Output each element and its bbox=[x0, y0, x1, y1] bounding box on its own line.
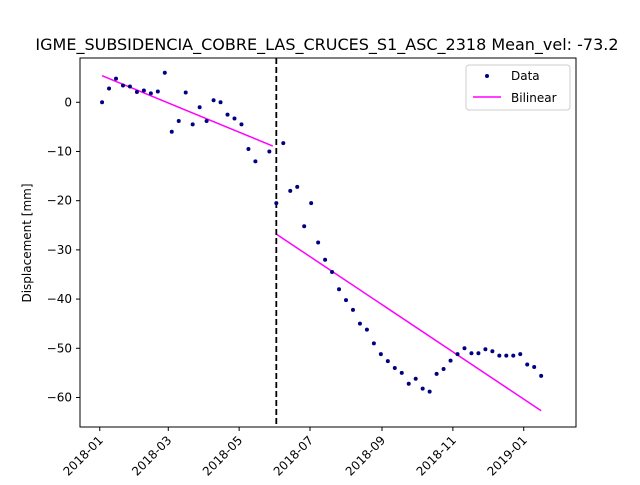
legend: Data Bilinear bbox=[465, 64, 571, 111]
data-point bbox=[364, 327, 369, 332]
x-tick-label: 2018-11 bbox=[414, 433, 459, 478]
data-point bbox=[316, 240, 321, 245]
data-point bbox=[127, 84, 132, 89]
data-point bbox=[274, 201, 279, 206]
data-point bbox=[232, 116, 237, 121]
data-point bbox=[183, 90, 188, 95]
data-point bbox=[197, 105, 202, 110]
data-point bbox=[155, 89, 160, 94]
bilinear-segment-2 bbox=[275, 233, 542, 412]
x-tick-label: 2018-01 bbox=[61, 433, 106, 478]
data-point bbox=[427, 389, 432, 394]
data-point bbox=[525, 362, 530, 367]
data-point bbox=[406, 381, 411, 386]
data-point bbox=[337, 287, 342, 292]
data-point bbox=[100, 100, 105, 105]
y-axis-label: Displacement [mm] bbox=[20, 183, 34, 302]
data-point bbox=[141, 88, 146, 93]
data-point bbox=[434, 371, 439, 376]
data-point bbox=[302, 224, 307, 229]
y-tick-label: −10 bbox=[47, 144, 72, 158]
data-point bbox=[344, 298, 349, 303]
data-point bbox=[190, 122, 195, 127]
y-tick-label: −20 bbox=[47, 194, 72, 208]
legend-data-marker bbox=[485, 74, 489, 78]
data-point bbox=[218, 100, 223, 105]
x-tick-label: 2018-03 bbox=[129, 433, 174, 478]
data-point bbox=[539, 373, 544, 378]
y-tick-label: −30 bbox=[47, 243, 72, 257]
data-point bbox=[114, 76, 119, 81]
data-point bbox=[350, 307, 355, 312]
data-point bbox=[169, 129, 174, 134]
y-tick-label: −50 bbox=[47, 341, 72, 355]
data-point bbox=[490, 349, 495, 354]
plot-area-frame bbox=[79, 57, 577, 428]
data-point bbox=[323, 257, 328, 262]
data-point bbox=[420, 386, 425, 391]
x-tick-label: 2018-05 bbox=[200, 433, 245, 478]
data-point bbox=[385, 359, 390, 364]
data-point bbox=[148, 91, 153, 96]
data-point bbox=[399, 370, 404, 375]
y-tick-label: −60 bbox=[47, 390, 72, 404]
data-point bbox=[504, 353, 509, 358]
data-point bbox=[462, 346, 467, 351]
data-point bbox=[267, 149, 272, 154]
data-point bbox=[469, 351, 474, 356]
data-point bbox=[476, 351, 481, 356]
y-tick-label: 0 bbox=[64, 95, 72, 109]
data-point bbox=[225, 112, 230, 117]
legend-box bbox=[465, 64, 571, 111]
data-point bbox=[239, 122, 244, 127]
data-point bbox=[455, 352, 460, 357]
data-point bbox=[497, 353, 502, 358]
legend-data-label: Data bbox=[511, 69, 540, 83]
plot-contents bbox=[100, 58, 544, 427]
data-point bbox=[246, 147, 251, 152]
data-point bbox=[483, 347, 488, 352]
data-point bbox=[518, 352, 523, 357]
data-point bbox=[281, 141, 286, 146]
data-point bbox=[511, 353, 516, 358]
data-point bbox=[176, 118, 181, 123]
data-point bbox=[309, 201, 314, 206]
data-point bbox=[107, 86, 112, 91]
data-point bbox=[378, 352, 383, 357]
data-point bbox=[134, 89, 139, 94]
data-point bbox=[253, 159, 258, 164]
bilinear-segment-1 bbox=[101, 75, 274, 147]
chart-title: IGME_SUBSIDENCIA_COBRE_LAS_CRUCES_S1_ASC… bbox=[35, 35, 618, 55]
y-tick-label: −40 bbox=[47, 292, 72, 306]
data-point bbox=[211, 98, 216, 103]
data-point bbox=[392, 365, 397, 370]
data-point bbox=[441, 366, 446, 371]
x-axis: 2018-01 2018-03 2018-05 2018-07 2018-09 2018-… bbox=[61, 427, 530, 479]
legend-bilinear-label: Bilinear bbox=[511, 91, 557, 105]
data-point bbox=[162, 70, 167, 75]
data-point bbox=[357, 321, 362, 326]
data-point bbox=[448, 358, 453, 363]
x-tick-label: 2018-09 bbox=[343, 433, 388, 478]
data-point bbox=[330, 270, 335, 275]
data-point bbox=[371, 341, 376, 346]
x-tick-label: 2019-01 bbox=[484, 433, 529, 478]
data-point bbox=[413, 376, 418, 381]
y-axis: 0 −10 −20 −30 −40 −50 −60 bbox=[47, 95, 80, 404]
data-point bbox=[295, 184, 300, 189]
data-point bbox=[288, 188, 293, 193]
data-point bbox=[204, 118, 209, 123]
data-point bbox=[120, 83, 125, 88]
data-point bbox=[532, 364, 537, 369]
x-tick-label: 2018-07 bbox=[271, 433, 316, 478]
